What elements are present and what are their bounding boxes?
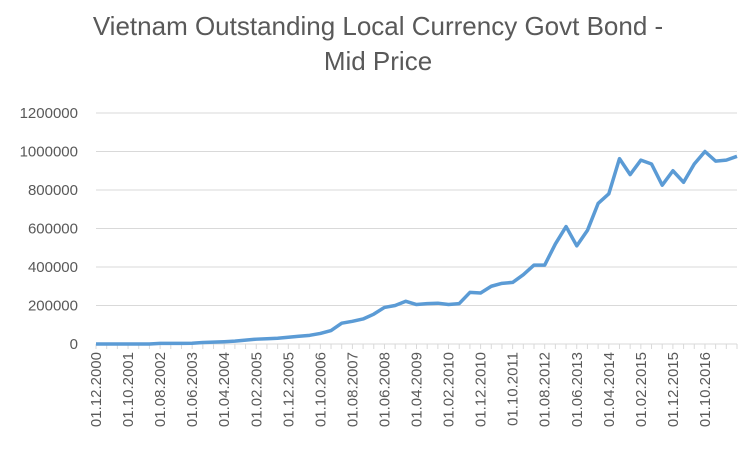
x-tick-label: 01.12.2005 — [280, 352, 297, 427]
y-tick-label: 200000 — [28, 298, 78, 315]
x-tick-label: 01.10.2016 — [697, 352, 714, 427]
y-tick-label: 600000 — [28, 221, 78, 238]
x-tick-label: 01.08.2012 — [537, 352, 554, 427]
x-tick-label: 01.12.2015 — [665, 352, 682, 427]
x-tick-label: 01.04.2004 — [216, 352, 233, 427]
x-tick-label: 01.06.2008 — [376, 352, 393, 427]
chart-title: Vietnam Outstanding Local Currency Govt … — [93, 11, 663, 76]
x-tick-label: 01.02.2010 — [441, 352, 458, 427]
y-tick-label: 1200000 — [20, 105, 78, 122]
x-tick-label: 01.08.2007 — [344, 352, 361, 427]
x-tick-label: 01.10.2011 — [505, 352, 522, 426]
x-tick-label: 01.04.2014 — [601, 352, 618, 427]
x-tick-label: 01.12.2010 — [473, 352, 490, 427]
y-tick-label: 800000 — [28, 182, 78, 199]
x-tick-label: 01.12.2000 — [88, 352, 105, 427]
y-tick-label: 400000 — [28, 259, 78, 276]
y-tick-label: 1000000 — [20, 144, 78, 161]
y-tick-label: 0 — [70, 336, 78, 353]
x-tick-label: 01.02.2005 — [248, 352, 265, 427]
data-line — [96, 149, 738, 346]
x-tick-label: 01.10.2006 — [312, 352, 329, 427]
x-tick-label: 01.04.2009 — [409, 352, 426, 427]
x-tick-label: 01.02.2015 — [633, 352, 650, 427]
x-tick-label: 01.10.2001 — [120, 352, 137, 427]
x-tick-label: 01.08.2002 — [152, 352, 169, 427]
x-tick-label: 01.06.2013 — [569, 352, 586, 427]
x-tick-label: 01.06.2003 — [184, 352, 201, 427]
